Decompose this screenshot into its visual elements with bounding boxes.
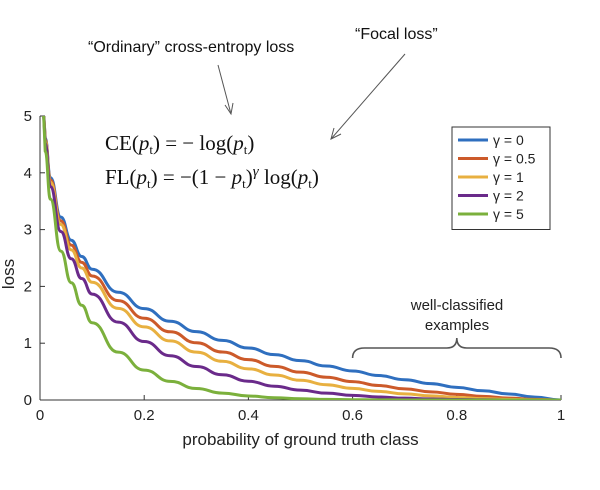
y-tick-label: 0: [24, 392, 32, 409]
ce-formula: CE(pt) = − log(pt): [105, 131, 254, 157]
legend-label-2: γ = 1: [493, 169, 524, 185]
y-tick-label: 3: [24, 222, 32, 239]
svg-text:FL(pt) = −(1 − pt)γ log(pt): FL(pt) = −(1 − pt)γ log(pt): [105, 164, 319, 191]
fl-arrow: [330, 53, 406, 140]
y-axis-label: loss: [0, 259, 18, 289]
legend-label-4: γ = 5: [493, 206, 524, 222]
legend: γ = 0 γ = 0.5 γ = 1 γ = 2 γ = 5: [451, 126, 551, 230]
plot-curves: [42, 116, 562, 400]
legend-label-3: γ = 2: [493, 188, 524, 204]
brace-label-line2: examples: [425, 317, 489, 334]
y-tick-label: 4: [24, 165, 32, 182]
well-classified-brace: [351, 337, 562, 359]
series-line-4: [42, 116, 561, 400]
x-tick-label: 0.8: [446, 407, 467, 424]
y-tick-label: 5: [24, 108, 32, 125]
brace-path: [351, 337, 562, 359]
series-line-2: [42, 116, 562, 400]
x-tick-label: 1: [557, 407, 565, 424]
x-tick-label: 0.2: [134, 407, 155, 424]
x-axis-label: probability of ground truth class: [182, 430, 418, 449]
legend-label-1: γ = 0.5: [493, 151, 536, 167]
fl-formula: FL(pt) = −(1 − pt)γ log(pt): [105, 164, 319, 191]
brace-label-line1: well-classified: [410, 297, 504, 314]
ce-annotation: “Ordinary” cross-entropy loss: [88, 39, 294, 56]
plot-axes: 0 0.2 0.4 0.6 0.8 1 0 1 2 3 4 5 probability of groun…: [0, 108, 565, 449]
y-tick-label: 1: [24, 335, 32, 352]
fl-annotation: “Focal loss”: [355, 26, 438, 43]
ce-arrow: [217, 64, 234, 116]
x-tick-label: 0: [36, 407, 44, 424]
legend-label-0: γ = 0: [493, 132, 524, 148]
y-tick-label: 2: [24, 278, 32, 295]
series-line-0: [42, 116, 562, 400]
x-tick-label: 0.6: [342, 407, 363, 424]
svg-text:CE(pt) = − log(pt): CE(pt) = − log(pt): [105, 131, 254, 157]
x-tick-label: 0.4: [238, 407, 259, 424]
series-line-1: [42, 116, 562, 400]
